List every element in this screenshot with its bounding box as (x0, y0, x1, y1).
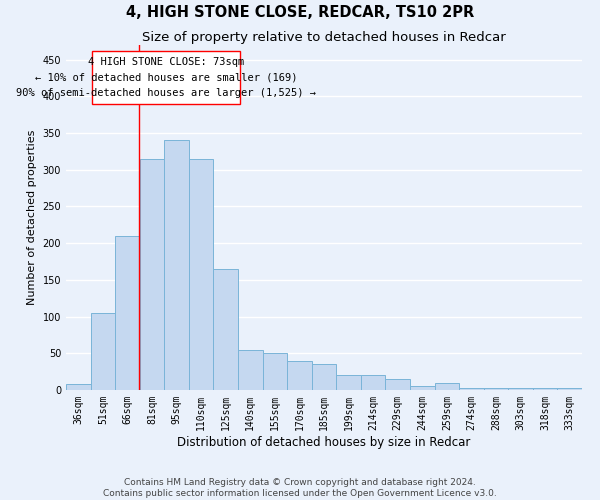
Bar (140, 159, 164, 390)
Bar (557, 388, 582, 390)
Bar (263, 354, 287, 390)
Text: 4, HIGH STONE CLOSE, REDCAR, TS10 2PR: 4, HIGH STONE CLOSE, REDCAR, TS10 2PR (126, 5, 474, 20)
Bar (312, 364, 336, 390)
Text: 4 HIGH STONE CLOSE: 73sqm: 4 HIGH STONE CLOSE: 73sqm (88, 58, 244, 68)
Title: Size of property relative to detached houses in Redcar: Size of property relative to detached ho… (142, 31, 506, 44)
Bar (238, 350, 263, 390)
Text: ← 10% of detached houses are smaller (169): ← 10% of detached houses are smaller (16… (35, 72, 298, 83)
Text: 90% of semi-detached houses are larger (1,525) →: 90% of semi-detached houses are larger (… (16, 88, 316, 98)
Y-axis label: Number of detached properties: Number of detached properties (27, 130, 37, 305)
Bar (214, 269, 238, 390)
Bar (533, 388, 557, 390)
Bar (66, 384, 91, 390)
Bar (287, 360, 312, 390)
Bar (434, 382, 459, 390)
Bar (164, 140, 189, 390)
Bar (410, 386, 434, 390)
Bar (484, 388, 508, 390)
Bar (336, 376, 361, 390)
Bar (459, 388, 484, 390)
Bar (189, 159, 214, 390)
Bar (91, 313, 115, 390)
FancyBboxPatch shape (92, 51, 241, 104)
Bar (361, 376, 385, 390)
Text: Contains HM Land Registry data © Crown copyright and database right 2024.
Contai: Contains HM Land Registry data © Crown c… (103, 478, 497, 498)
Bar (115, 236, 140, 390)
Bar (508, 388, 533, 390)
X-axis label: Distribution of detached houses by size in Redcar: Distribution of detached houses by size … (178, 436, 470, 448)
Bar (385, 379, 410, 390)
